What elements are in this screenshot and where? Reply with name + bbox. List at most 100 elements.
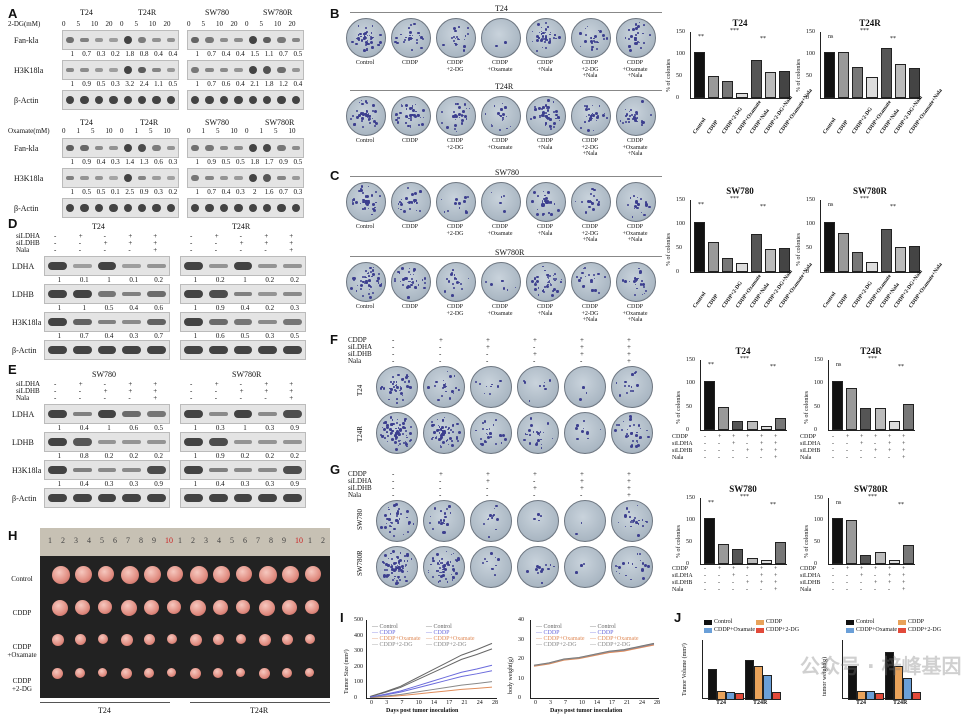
blot-panelE-left-band bbox=[97, 440, 117, 444]
blot-panelD-left-band bbox=[97, 345, 117, 355]
bar-rect bbox=[754, 666, 763, 700]
pm-sign: - bbox=[78, 387, 82, 395]
colony-dot bbox=[382, 561, 384, 563]
colony-dot bbox=[637, 424, 641, 427]
colony-dot bbox=[368, 275, 370, 277]
condition-label: CDDP bbox=[348, 470, 367, 478]
pm-sign: + bbox=[718, 434, 722, 440]
chart-ytick: 100 bbox=[806, 51, 815, 57]
blot-a-value: 0.4 bbox=[154, 50, 163, 58]
colony-dot bbox=[362, 275, 365, 278]
colony-dot bbox=[367, 185, 370, 188]
chart-ytick: 50 bbox=[806, 73, 812, 79]
colony-dot bbox=[437, 418, 439, 420]
colony-dot bbox=[549, 33, 551, 36]
colony-dot bbox=[524, 432, 527, 435]
dose-value: 0 bbox=[62, 127, 66, 135]
blot-a2-value: 1.6 bbox=[264, 188, 274, 196]
colony-dot bbox=[544, 104, 547, 107]
colony-dot bbox=[396, 566, 400, 570]
colony-dot bbox=[401, 283, 405, 287]
chart-bar bbox=[831, 518, 843, 564]
ruler-number: 3 bbox=[74, 536, 78, 545]
colony-dot bbox=[553, 287, 557, 292]
colony-dot bbox=[536, 34, 540, 38]
tumor bbox=[213, 566, 230, 583]
colony-dot bbox=[635, 439, 639, 443]
colony-dot bbox=[383, 568, 387, 572]
blot-a2-right-band bbox=[205, 145, 214, 151]
pm-sign: + bbox=[214, 380, 219, 388]
blot-panelE-right-band bbox=[208, 438, 228, 446]
pm-sign: + bbox=[760, 580, 764, 586]
title-rule bbox=[350, 176, 662, 177]
colony-dot bbox=[358, 101, 361, 104]
colony-dot bbox=[442, 429, 444, 432]
colony-dish bbox=[376, 412, 418, 454]
pm-sign: - bbox=[54, 239, 57, 247]
colony-dot bbox=[368, 34, 370, 36]
colony-dot bbox=[560, 281, 562, 284]
dose-value: 1 bbox=[201, 127, 206, 135]
colony-dot bbox=[435, 570, 438, 572]
blot-panelD-left-band bbox=[122, 319, 142, 325]
ruler-number: 5 bbox=[100, 536, 104, 545]
blot-a2-right-membrane bbox=[187, 138, 304, 158]
colony-dot bbox=[635, 111, 639, 115]
colony-dot bbox=[352, 279, 355, 282]
colony-dot bbox=[405, 516, 408, 519]
colony-dot bbox=[641, 577, 645, 581]
chart-ytick: 150 bbox=[806, 29, 815, 35]
tumor bbox=[213, 634, 224, 645]
colony-dot bbox=[403, 381, 406, 384]
condition-label: siLDHB bbox=[672, 580, 693, 586]
colony-dot bbox=[417, 283, 420, 286]
colony-dot bbox=[445, 550, 448, 553]
pm-sign: + bbox=[153, 232, 158, 240]
condition-label: siLDHB bbox=[16, 387, 40, 395]
pm-sign: + bbox=[760, 573, 764, 579]
colony-dot bbox=[646, 429, 649, 432]
colony-dot bbox=[366, 49, 368, 51]
colony-dot bbox=[399, 440, 401, 442]
cell-line-label: SW780 bbox=[92, 370, 116, 379]
colony-dot bbox=[650, 114, 653, 117]
colony-dot bbox=[636, 120, 638, 122]
colony-dot bbox=[626, 432, 629, 436]
colony-dot bbox=[588, 201, 591, 204]
colony-dot bbox=[455, 436, 459, 440]
colony-dot bbox=[437, 570, 439, 572]
colony-dot bbox=[407, 560, 409, 562]
colony-dot bbox=[634, 208, 636, 210]
plot-line bbox=[369, 681, 493, 698]
colony-dot bbox=[627, 384, 630, 387]
colony-dot bbox=[456, 36, 459, 38]
colony-dot bbox=[433, 507, 437, 510]
colony-dot bbox=[396, 431, 398, 434]
colony-dot bbox=[369, 288, 371, 290]
blot-panelD-value: 0.3 bbox=[290, 304, 299, 312]
colony-dot bbox=[391, 564, 393, 566]
chart-ytick: 100 bbox=[686, 517, 695, 523]
dish-label: CDDP bbox=[446, 304, 463, 310]
plot-xtick: 7 bbox=[400, 700, 404, 706]
colony-dot bbox=[495, 518, 499, 522]
blot-panelD-left-band bbox=[48, 345, 67, 355]
colony-dot bbox=[544, 32, 546, 34]
pm-sign: + bbox=[860, 434, 864, 440]
colony-dish bbox=[346, 262, 386, 302]
colony-dot bbox=[404, 197, 408, 201]
condition-label: Nala bbox=[672, 455, 684, 461]
colony-dot bbox=[373, 206, 376, 209]
pm-sign: + bbox=[902, 434, 906, 440]
colony-dot bbox=[415, 287, 417, 289]
blot-a-right-band bbox=[277, 95, 286, 105]
colony-dot bbox=[360, 39, 364, 42]
colony-dot bbox=[554, 279, 556, 282]
colony-dot bbox=[404, 103, 408, 107]
colony-dot bbox=[536, 38, 540, 42]
chart-title: SW780R bbox=[852, 186, 887, 196]
colony-dot bbox=[464, 34, 467, 37]
blot-a2-right-band bbox=[219, 176, 229, 180]
chart-bar bbox=[717, 407, 730, 430]
